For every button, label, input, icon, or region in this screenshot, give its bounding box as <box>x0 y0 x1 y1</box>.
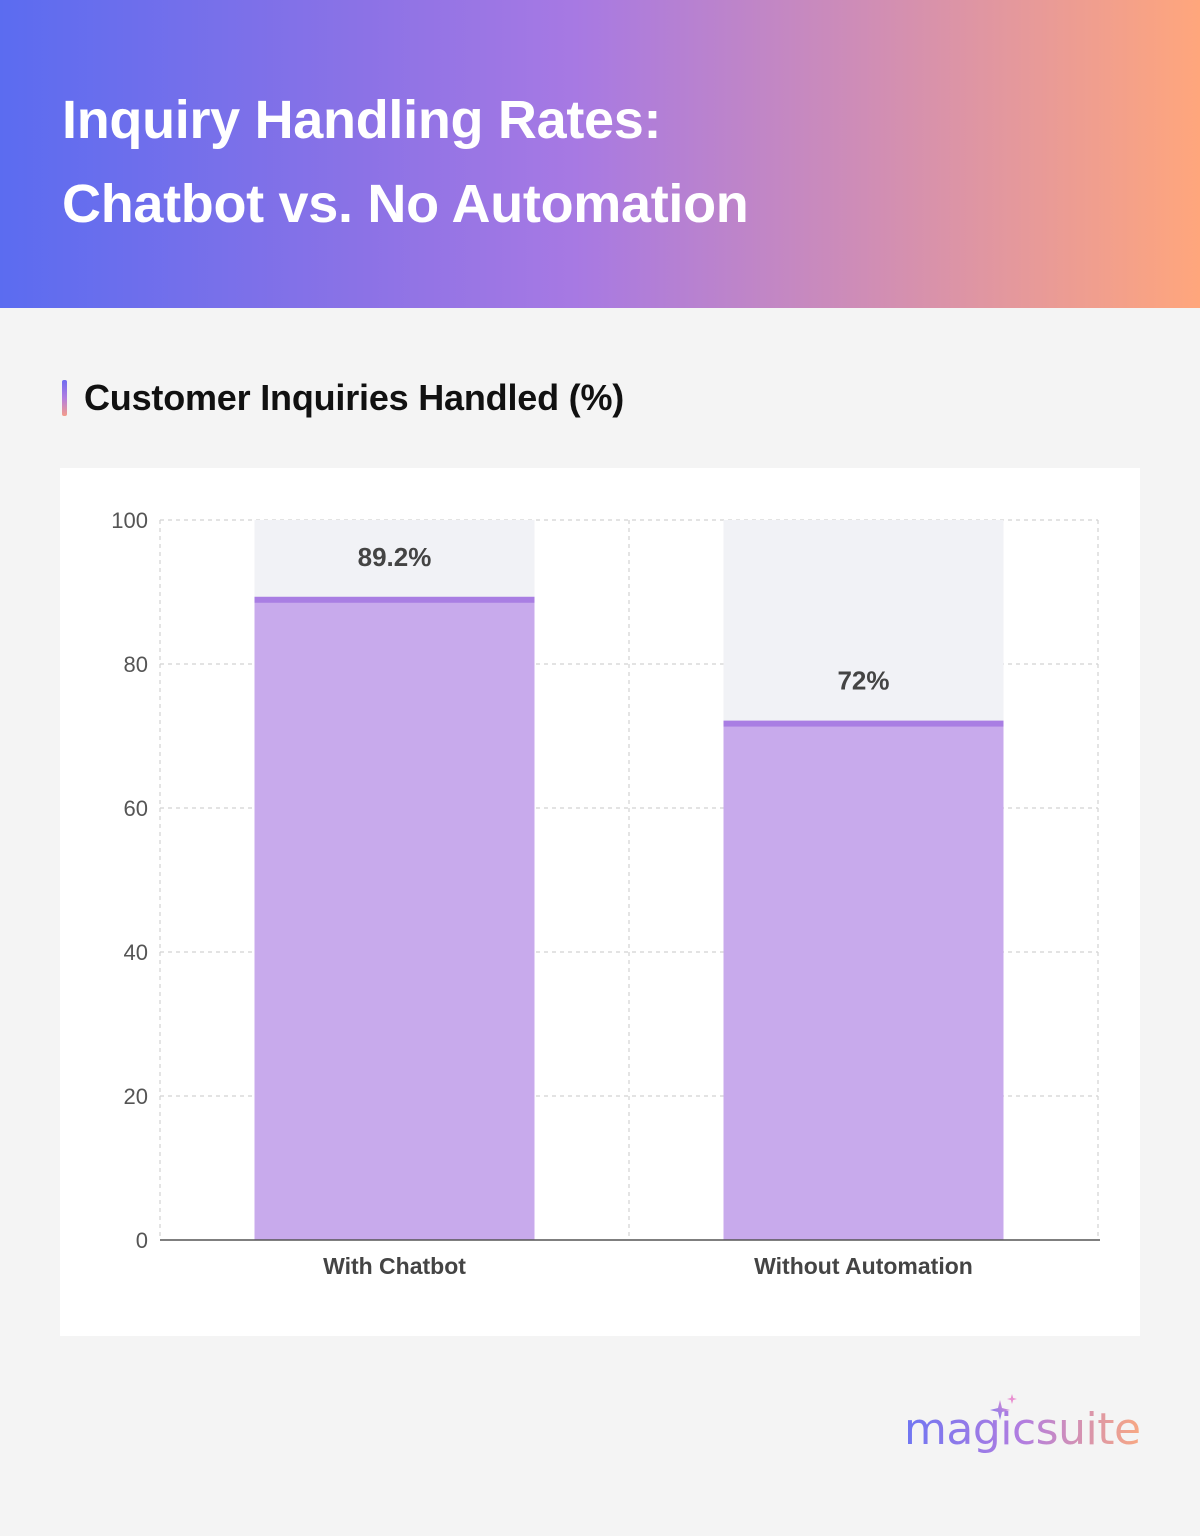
page-title-line-1: Inquiry Handling Rates: <box>62 90 662 150</box>
sparkle-icon <box>990 1394 1017 1420</box>
data-label: 89.2% <box>358 542 432 572</box>
brand-logo-text: magicsuite <box>904 1404 1141 1455</box>
bar-track <box>723 520 1004 722</box>
section-title: Customer Inquiries Handled (%) <box>84 377 625 418</box>
page-title: Inquiry Handling Rates: Chatbot vs. No A… <box>62 78 749 246</box>
section-heading: Customer Inquiries Handled (%) <box>62 376 624 420</box>
x-tick-label: Without Automation <box>754 1253 973 1279</box>
data-label: 72% <box>837 666 889 696</box>
bar-top-edge <box>723 720 1004 727</box>
bar <box>254 597 535 1240</box>
y-tick-label: 40 <box>124 940 148 965</box>
header-banner: Inquiry Handling Rates: Chatbot vs. No A… <box>0 0 1200 308</box>
chart-card: 0 20 40 60 80 100 89.2% With Chatbot 72% Without … <box>60 468 1140 1336</box>
page-title-line-2: Chatbot vs. No Automation <box>62 174 749 234</box>
y-tick-label: 100 <box>111 508 148 533</box>
bar-chart: 0 20 40 60 80 100 89.2% With Chatbot 72% Without … <box>111 508 1100 1279</box>
y-tick-label: 60 <box>124 796 148 821</box>
y-tick-label: 80 <box>124 652 148 677</box>
bar-track <box>254 520 535 598</box>
section-accent-bar <box>62 380 67 416</box>
y-tick-label: 20 <box>124 1084 148 1109</box>
bar-top-edge <box>254 596 535 603</box>
bar <box>723 721 1004 1240</box>
y-tick-label: 0 <box>136 1228 148 1253</box>
x-tick-label: With Chatbot <box>323 1253 466 1279</box>
brand-logo: magicsuite <box>904 1390 1144 1470</box>
